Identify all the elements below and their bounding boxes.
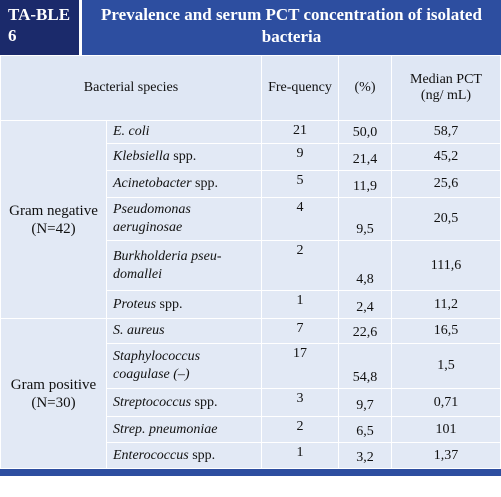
percent: 9,5 [338,197,392,241]
species-name: Klebsiella [113,149,170,164]
frequency: 2 [261,240,339,291]
percent: 22,6 [338,318,392,344]
median-pct: 20,5 [391,197,501,241]
species-suffix: spp. [191,394,218,410]
median-pct: 101 [391,416,501,443]
percent: 21,4 [338,143,392,171]
species-suffix: spp. [191,176,218,191]
species-name: Burkholderia pseu-domallei [113,248,222,282]
species-name: Pseudomonas aeruginosae [113,202,191,235]
percent: 50,0 [338,120,392,144]
table-row: Staphylococcus coagulase (–) 17 54,8 1,5 [1,343,501,389]
header: TA-BLE 6 Prevalence and serum PCT concen… [0,0,501,55]
median-pct: 1,5 [391,343,501,389]
footer-bar [0,469,501,476]
species: Pseudomonas aeruginosae [106,197,262,241]
table-row: Pseudomonas aeruginosae 4 9,5 20,5 [1,197,501,241]
group-label: Gram positive (N=30) [0,318,107,469]
percent: 2,4 [338,290,392,319]
frequency: 9 [261,143,339,171]
column-header: Bacterial species [0,55,262,121]
table-row: Acinetobacter spp. 5 11,9 25,6 [1,170,501,198]
column-header: Median PCT (ng/ mL) [391,55,501,121]
table-row: Enterococcus spp. 1 3,2 1,37 [1,442,501,469]
species: Enterococcus spp. [106,442,262,469]
percent: 54,8 [338,343,392,389]
percent: 3,2 [338,442,392,469]
table-row: Gram negative (N=42) E. coli 21 50,0 58,7 [0,120,501,319]
median-pct: 1,37 [391,442,501,469]
species-name: Acinetobacter [113,176,192,191]
species: S. aureus [106,318,262,344]
frequency: 1 [261,442,339,469]
species: Strep. pneumoniae [106,416,262,443]
species-name: Strep. pneumoniae [113,421,218,437]
median-pct: 0,71 [391,388,501,417]
table-row: Burkholderia pseu-domallei 2 4,8 111,6 [1,240,501,291]
species-name: Enterococcus [113,447,189,463]
species: Proteus spp. [106,290,262,319]
frequency: 1 [261,290,339,319]
frequency: 21 [261,120,339,144]
species-name: Proteus [113,296,157,312]
frequency: 3 [261,388,339,417]
percent: 9,7 [338,388,392,417]
median-pct: 25,6 [391,170,501,198]
species: E. coli [106,120,262,144]
frequency: 17 [261,343,339,389]
group-label: Gram negative (N=42) [0,120,107,319]
frequency: 2 [261,416,339,443]
table-title: Prevalence and serum PCT concentration o… [82,0,501,55]
table-row: Strep. pneumoniae 2 6,5 101 [1,416,501,443]
table-row: Klebsiella spp. 9 21,4 45,2 [1,143,501,171]
median-pct: 58,7 [391,120,501,144]
species-name: Staphylococcus coagulase (–) [113,349,201,382]
percent: 4,8 [338,240,392,291]
table-row: Gram positive (N=30) S. aureus 7 22,6 16,5 [0,318,501,469]
species-suffix: spp. [156,296,183,312]
percent: 6,5 [338,416,392,443]
species-suffix: spp. [169,149,197,164]
species-suffix: spp. [188,447,216,463]
median-pct: 111,6 [391,240,501,291]
median-pct: 16,5 [391,318,501,344]
table-row: Proteus spp. 1 2,4 11,2 [1,290,501,319]
column-header: Fre-quency [261,55,339,121]
column-header: (%) [338,55,392,121]
table-body: Gram negative (N=42) E. coli 21 50,0 58,7 Kle… [0,120,501,469]
table: Bacterial species Fre-quency (%) Median … [0,55,501,469]
species: Streptococcus spp. [106,388,262,417]
percent: 11,9 [338,170,392,198]
frequency: 7 [261,318,339,344]
median-pct: 11,2 [391,290,501,319]
species: Staphylococcus coagulase (–) [106,343,262,389]
table-row: Streptococcus spp. 3 9,7 0,71 [1,388,501,417]
frequency: 5 [261,170,339,198]
frequency: 4 [261,197,339,241]
species: Klebsiella spp. [106,143,262,171]
species: Burkholderia pseu-domallei [106,240,262,291]
species-name: E. coli [113,124,150,139]
species-name: S. aureus [113,323,165,338]
species-name: Streptococcus [113,394,192,410]
table-label: TA-BLE 6 [0,0,82,55]
median-pct: 45,2 [391,143,501,171]
species: Acinetobacter spp. [106,170,262,198]
